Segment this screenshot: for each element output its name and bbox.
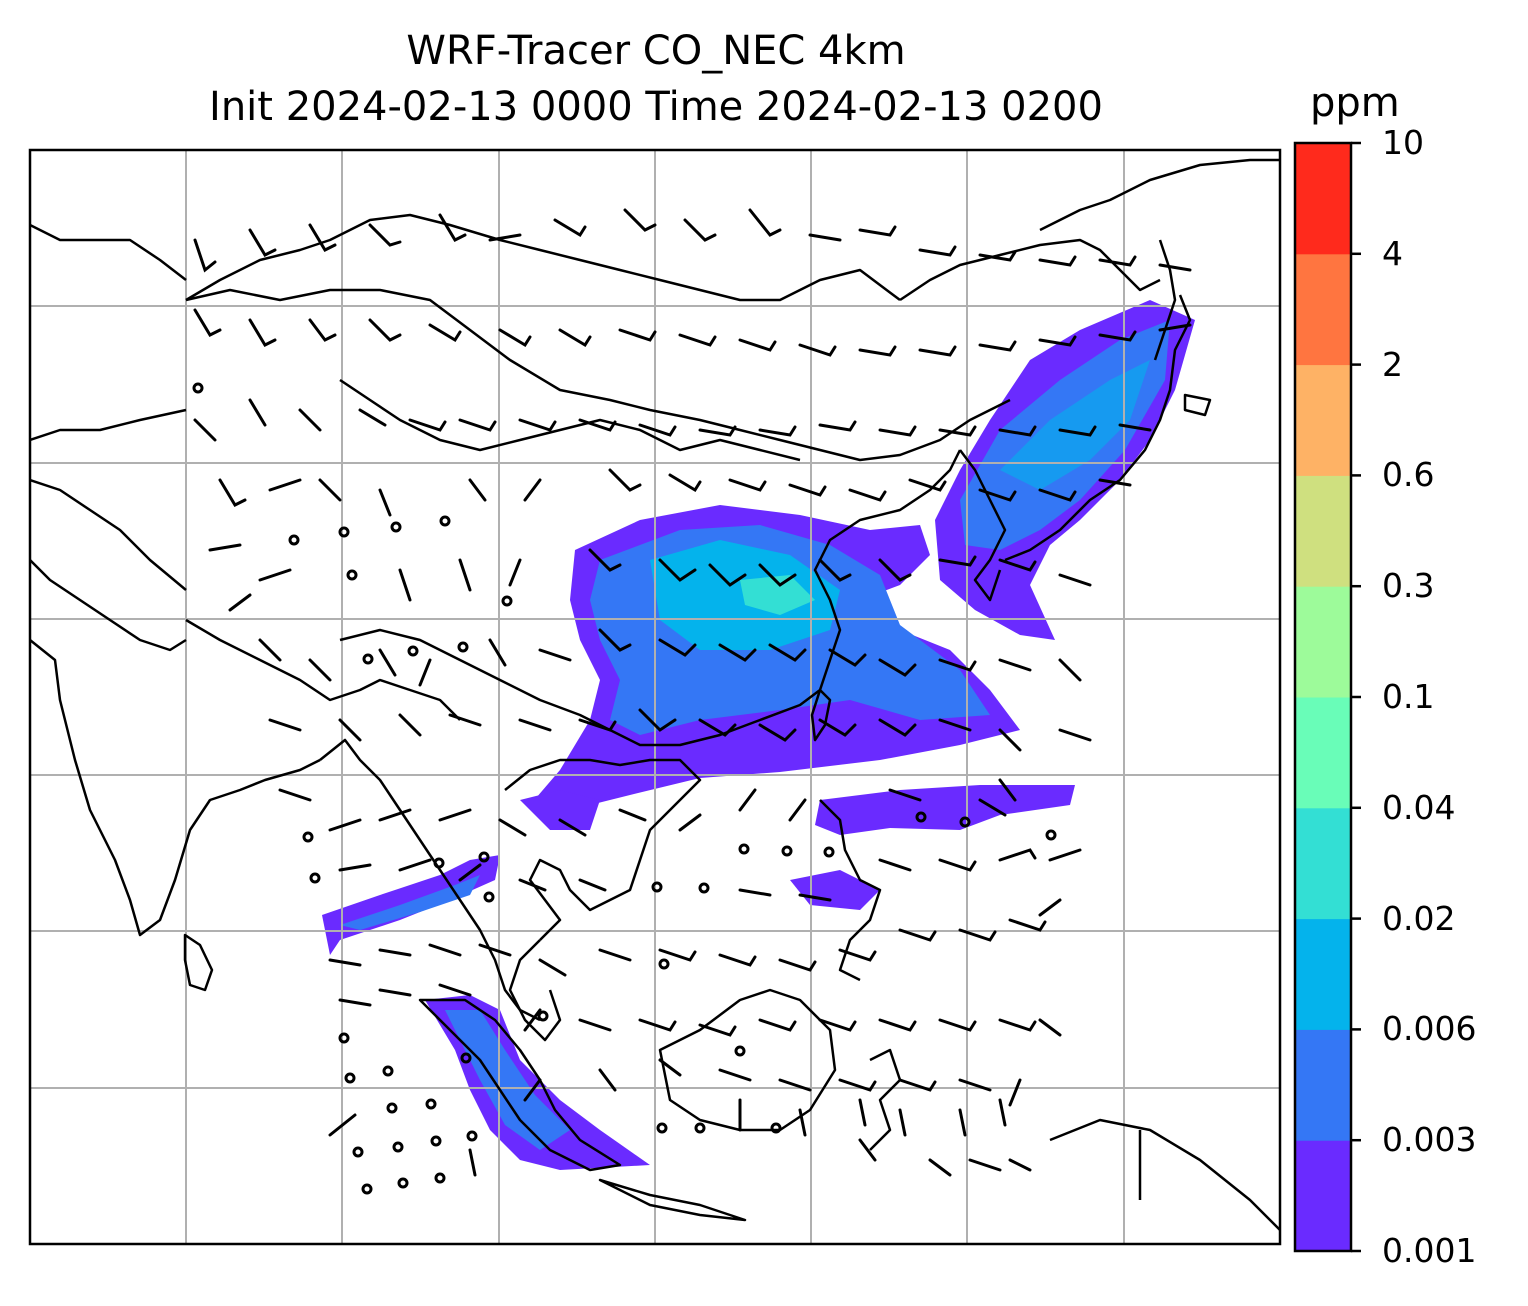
map-gridlines [30,150,1280,1244]
colorbar-tick-label: 0.001 [1382,1231,1477,1270]
colorbar-tick-label: 0.02 [1382,898,1456,938]
barbs-row11 [338,983,1062,1037]
border-westasia [30,223,187,591]
colorbar-segment [1295,586,1351,698]
border-mongolia [185,288,1011,462]
coast-korea [959,449,1007,602]
colorbar-segment [1295,697,1351,809]
colorbar-tick-label: 0.3 [1382,566,1435,606]
wind-barbs [193,208,1192,1177]
colorbar-segment [1295,364,1351,476]
colorbar-tick-label: 2 [1382,344,1403,384]
coast-philippines [819,799,882,982]
coast-borneo [658,988,837,1132]
colorbar-segment [1295,143,1351,255]
barbs-row4 [218,468,1132,517]
colorbar-tick-label: 4 [1382,233,1403,273]
coast-taiwan [810,688,832,742]
colorbar-unit: ppm [1310,80,1400,126]
colorbar-tick-label: 0.003 [1382,1120,1477,1160]
coast-hokkaido-sakhalin [1153,239,1212,417]
colorbar-tick-label: 10 [1382,123,1424,162]
colorbar-tick-label: 0.04 [1382,787,1456,827]
colorbar [1295,143,1351,1252]
coast-indochina [504,758,702,941]
barbs-row3 [193,398,1152,442]
coast-japan [1004,294,1192,562]
barbs-row7 [268,708,1092,752]
colorbar-segment [1295,807,1351,920]
barbs-row14 [858,1138,1032,1177]
coast-kamchatka-russia [899,238,1161,302]
barbs-row5 [208,543,1092,612]
coast-sumatra [418,998,622,1172]
border-pakistan [30,559,187,652]
colorbar-segment [1295,253,1351,366]
colorbar-ticks [1351,141,1361,1253]
barbs-row9 [338,848,1082,902]
plume-east-band [815,785,1075,835]
barbs-row13 [328,1098,1007,1177]
coast-java [598,1178,747,1222]
coast-new-guinea [1049,1118,1280,1231]
barbs-row10 [328,898,1062,977]
coast-okhotsk [1039,158,1280,232]
map-title-line1: WRF-Tracer CO_NEC 4km [406,28,906,74]
coast-bay-bengal [319,738,541,1022]
coast-sulawesi [869,1048,902,1151]
colorbar-tick-label: 0.006 [1382,1009,1477,1049]
barbs-north [193,208,1192,273]
barbs-row8 [278,778,1017,837]
coast-china [339,449,962,747]
coastlines [30,158,1280,1231]
border-russia-north [185,213,901,302]
colorbar-tick-label: 0.6 [1382,455,1435,495]
coast-malay [508,939,562,1042]
calm-wind-circles [192,382,1057,1195]
barbs-row12 [523,1058,1022,1107]
border-himalaya [185,618,461,721]
colorbar-segment [1295,1029,1351,1141]
map-title-line2: Init 2024-02-13 0000 Time 2024-02-13 020… [209,84,1103,130]
colorbar-segment [1295,918,1351,1030]
border-china-north [339,378,801,462]
colorbar-tick-label: 0.1 [1382,677,1435,716]
colorbar-segment [1295,1140,1351,1252]
map-frame [28,148,1282,1246]
barbs-row2 [193,308,1192,357]
colorbar-segment [1295,475,1351,587]
barbs-row6 [258,628,1082,687]
coast-india [30,639,321,937]
coast-srilanka [183,933,214,992]
